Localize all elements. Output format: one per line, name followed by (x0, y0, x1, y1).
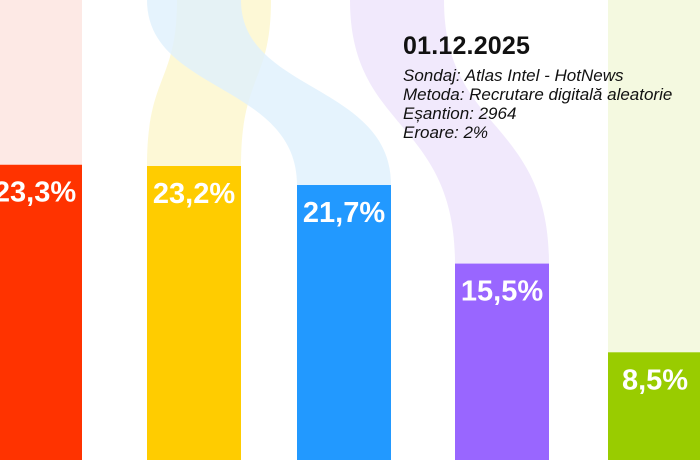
poll-sample: Eșantion: 2964 (403, 104, 517, 123)
ribbon-3 (147, 0, 391, 186)
bar-label-5: 8,5% (622, 364, 688, 396)
background-ribbons (0, 0, 700, 353)
ribbon-1 (0, 0, 82, 165)
bar-2 (147, 166, 241, 460)
poll-method: Metoda: Recrutare digitală aleatorie (403, 85, 673, 104)
bar-5 (608, 352, 700, 460)
poll-info: 01.12.2025 Sondaj: Atlas Intel - HotNews… (403, 32, 672, 142)
bar-label-4: 15,5% (461, 276, 543, 308)
poll-source: Sondaj: Atlas Intel - HotNews (403, 66, 624, 85)
poll-error: Eroare: 2% (403, 123, 489, 142)
bar-1 (0, 164, 82, 460)
bar-labels: 23,3% 23,2% 21,7% 15,5% 8,5% (0, 177, 688, 397)
ribbon-5 (608, 0, 700, 353)
bar-4 (455, 263, 549, 460)
bar-label-1: 23,3% (0, 177, 76, 209)
bar-3 (297, 185, 391, 460)
ribbon-4 (350, 0, 549, 264)
poll-date: 01.12.2025 (403, 32, 531, 60)
bar-label-3: 21,7% (303, 197, 385, 229)
bar-label-2: 23,2% (153, 178, 235, 210)
bars (0, 164, 700, 460)
